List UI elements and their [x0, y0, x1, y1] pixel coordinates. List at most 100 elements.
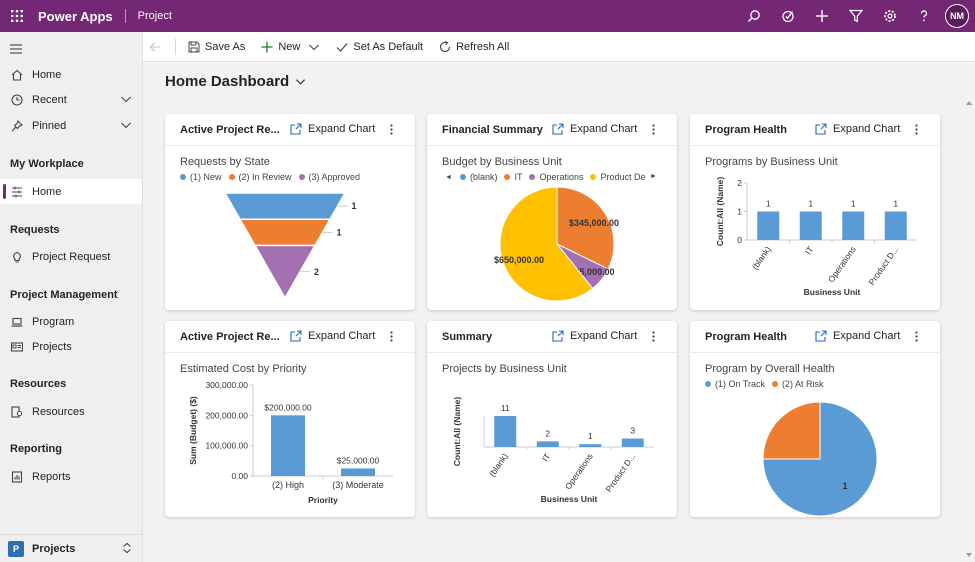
bar	[536, 441, 559, 447]
sidebar-item-program[interactable]: Program	[0, 309, 142, 334]
sidebar-item-label: Recent	[32, 93, 67, 106]
sidebar-item-label: Reports	[32, 470, 71, 483]
expand-chart-button[interactable]: Expand Chart	[552, 328, 637, 344]
expand-chart-button[interactable]: Expand Chart	[290, 121, 375, 137]
y-axis-label: Count:All (Name)	[715, 177, 725, 247]
help-icon[interactable]	[907, 0, 941, 32]
vertical-scrollbar[interactable]	[965, 100, 973, 558]
chart-card-programs-by-business-unit: Program Health Expand Chart Programs by …	[690, 114, 940, 310]
data-label: 1	[588, 431, 593, 441]
sidebar-item-home-dashboard[interactable]: Home	[0, 179, 142, 204]
nav-group-title: Resources	[10, 378, 67, 390]
new-button[interactable]: New	[253, 32, 328, 62]
chart-legend: (1) On Track (2) At Risk	[705, 379, 831, 389]
data-label: 1	[851, 199, 856, 209]
area-badge: P	[8, 540, 24, 557]
sidebar-item-resources[interactable]: Resources	[0, 399, 142, 424]
legend-item[interactable]: (3) Approved	[298, 172, 360, 182]
expand-chart-label: Expand Chart	[570, 330, 638, 342]
chart-area[interactable]: 11 (blank) 2 IT 1 Operations 3 Product D... Busi…	[427, 321, 677, 517]
legend-prev-icon[interactable]: ◄	[445, 173, 452, 181]
add-icon	[261, 41, 273, 52]
legend-item[interactable]: Operations	[529, 172, 583, 182]
legend-swatch	[228, 174, 235, 180]
expand-chart-label: Expand Chart	[308, 330, 376, 342]
hamburger-menu-button[interactable]	[0, 36, 30, 61]
refresh-all-button[interactable]: Refresh All	[431, 32, 517, 62]
card-title: Active Project Re...	[180, 331, 280, 343]
area-switcher[interactable]: P Projects	[0, 534, 142, 562]
sidebar-item-projects[interactable]: Projects	[0, 334, 142, 359]
y-tick-label: 0.00	[231, 471, 248, 481]
more-options-icon[interactable]	[384, 120, 398, 138]
more-options-icon[interactable]	[384, 327, 398, 345]
bar	[579, 444, 602, 447]
card-title: Summary	[442, 331, 493, 343]
sidebar-item-home[interactable]: Home	[0, 62, 142, 87]
expand-chart-button[interactable]: Expand Chart	[815, 328, 900, 344]
chart-area[interactable]: 0$345,000.00$75,000.00$650,000.00	[427, 114, 677, 310]
expand-chart-button[interactable]: Expand Chart	[290, 328, 375, 344]
pie-slice	[556, 186, 615, 270]
data-label: 3	[630, 426, 635, 436]
legend-item[interactable]: (1) On Track	[705, 379, 765, 389]
more-options-icon[interactable]	[909, 327, 923, 345]
environment-name[interactable]: Project	[137, 10, 172, 22]
add-icon[interactable]	[805, 0, 839, 32]
chart-area[interactable]: 0 1 2 1 (blank) 1 IT 1 Operations 1 Product D... Bu…	[690, 114, 940, 310]
chevron-down-icon[interactable]	[120, 119, 132, 131]
legend-item[interactable]: (2) At Risk	[772, 379, 824, 389]
sidebar-item-project-request[interactable]: Project Request	[0, 244, 142, 269]
search-icon[interactable]	[737, 0, 771, 32]
legend-item[interactable]: (2) In Review	[228, 172, 292, 182]
more-options-icon[interactable]	[646, 327, 660, 345]
clock-icon	[10, 93, 24, 107]
chevron-down-icon[interactable]	[120, 93, 132, 105]
save-as-button[interactable]: Save As	[180, 32, 253, 62]
legend-next-icon[interactable]: ►	[650, 173, 657, 180]
set-as-default-button[interactable]: Set As Default	[328, 32, 431, 62]
gear-icon[interactable]	[873, 0, 907, 32]
sidebar-item-pinned[interactable]: Pinned	[0, 113, 142, 138]
assistant-icon[interactable]	[771, 0, 805, 32]
chevron-down-icon	[296, 79, 306, 85]
dashboard-selector[interactable]: Home Dashboard	[165, 73, 306, 90]
more-options-icon[interactable]	[646, 120, 660, 138]
data-label: 1	[766, 199, 771, 209]
chart-area[interactable]: 1 1 2	[165, 114, 415, 310]
chart-card-requests-by-state: Active Project Re... Expand Chart Reques…	[165, 114, 415, 310]
back-button[interactable]	[143, 32, 171, 62]
expand-chart-button[interactable]: Expand Chart	[552, 121, 637, 137]
expand-chart-icon	[290, 330, 302, 342]
chart-area[interactable]: 31	[690, 321, 940, 517]
more-options-icon[interactable]	[909, 120, 923, 138]
legend-item[interactable]: (blank)	[459, 172, 497, 182]
app-launcher-icon[interactable]	[0, 0, 34, 32]
legend-item[interactable]: (1) New	[180, 172, 222, 182]
card-divider	[427, 352, 677, 353]
expand-chart-icon	[552, 330, 564, 342]
legend-item[interactable]: Product De	[590, 172, 646, 182]
card-divider	[165, 352, 415, 353]
sidebar-item-reports[interactable]: Reports	[0, 464, 142, 489]
legend-item[interactable]: IT	[504, 172, 522, 182]
data-label: 1	[337, 227, 342, 237]
sidebar: Home Recent Pinned My Workplace Home Req…	[0, 32, 143, 562]
card-title: Financial Summary	[442, 124, 543, 136]
card-title: Program Health	[705, 331, 787, 343]
chart-card-budget-by-business-unit: Financial Summary Expand Chart Budget by…	[427, 114, 677, 310]
app-name[interactable]: Power Apps	[38, 8, 113, 24]
chevron-down-icon[interactable]	[308, 41, 320, 53]
avatar[interactable]: NM	[945, 4, 969, 28]
save-as-icon	[188, 41, 200, 52]
expand-chart-icon	[290, 123, 302, 135]
chart-area[interactable]: 0.00 100,000.00 200,000.00 300,000.00 $200,0…	[165, 321, 415, 517]
expand-chart-button[interactable]: Expand Chart	[815, 121, 900, 137]
nav-group-title: Reporting	[10, 443, 62, 455]
legend-label: (1) On Track	[715, 379, 766, 389]
data-label: $200,000.00	[264, 402, 312, 412]
filter-icon[interactable]	[839, 0, 873, 32]
sidebar-item-recent[interactable]: Recent	[0, 87, 142, 112]
y-tick-label: 2	[737, 178, 742, 188]
legend-swatch	[504, 174, 511, 180]
